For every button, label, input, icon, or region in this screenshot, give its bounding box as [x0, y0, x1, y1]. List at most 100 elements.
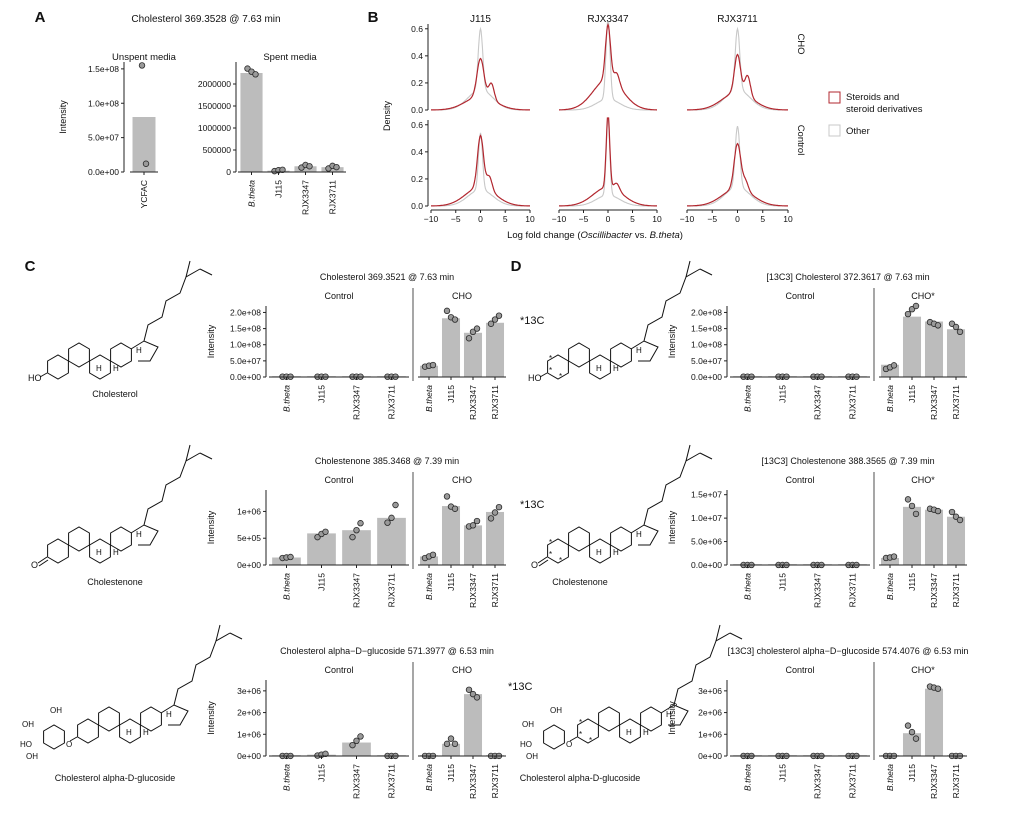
label-star: *: [589, 736, 592, 745]
legend-label-other: Other: [846, 126, 870, 137]
density-col-label-RJX3711: RJX3711: [717, 14, 758, 25]
label-star: *: [559, 556, 562, 565]
facet-label-CHO*: CHO*: [911, 475, 935, 485]
facet-strip: [267, 472, 411, 488]
ring: [130, 524, 159, 546]
legend-swatch-steroid: [828, 91, 841, 104]
plot-c1-treated-point-RJX3347: [473, 517, 481, 525]
density-row-label-Control: Control: [795, 125, 806, 156]
unspent-ytick-label: 1.0e+08: [88, 98, 119, 108]
plot-c2-ylabel: Intensity: [206, 701, 216, 735]
density-ytick-label: 0.2: [411, 78, 423, 88]
facet-label-Control: Control: [324, 475, 353, 485]
spent-xlabel-RJX3347: RJX3347: [301, 180, 311, 215]
plot-c1-control-xlabel-J115: J115: [317, 573, 327, 591]
plot-d1-treated-point-J115: [912, 510, 920, 518]
label-star: *: [559, 372, 562, 381]
side-chain: [173, 632, 231, 706]
plot-d1-ytick-label: 1.5e+07: [691, 490, 722, 500]
plot-c0-control-xlabel-RJX3347: RJX3347: [352, 385, 362, 420]
density-ylabel: Density: [382, 100, 392, 131]
facet-strip: [728, 472, 872, 488]
carbonyl: [38, 559, 49, 567]
atom-label: H: [666, 710, 672, 719]
plot-c2-treated-xlabel-B.theta: B.theta: [424, 764, 434, 791]
plot-d2-treated-xlabel-RJX3347: RJX3347: [929, 764, 939, 799]
plot-c1-ytick-label: 0e+00: [237, 560, 261, 570]
density-ytick-label: 0.6: [411, 120, 423, 130]
plot-c0-ytick-label: 1.0e+08: [230, 340, 261, 350]
plot-d1-treated-bar-J115: [902, 506, 922, 565]
plot-c2-control-bar-RJX3347: [342, 742, 371, 756]
plot-c0-ytick-label: 2.0e+08: [230, 307, 261, 317]
plot-c0-treated-point-B.theta: [429, 361, 437, 369]
facet-strip: [416, 662, 508, 678]
ring: [130, 340, 159, 362]
carbonyl: [537, 556, 548, 564]
side-chain: [685, 444, 691, 462]
plot-title-d0: [13C3] Cholesterol 372.3617 @ 7.63 min: [766, 272, 929, 282]
plot-c0-treated-bar-B.theta: [419, 365, 439, 377]
plot-d2-treated-xlabel-B.theta: B.theta: [885, 764, 895, 791]
unspent-xlabel-YCFAC: YCFAC: [139, 180, 149, 208]
plot-d2-ytick-label: 1e+06: [698, 729, 722, 739]
side-chain: [685, 260, 691, 278]
plot-c1-treated-point-RJX3347: [469, 522, 477, 529]
plot-c0-ytick-label: 5.0e+07: [230, 356, 261, 366]
atom-label: H: [166, 710, 172, 719]
label-star: *: [549, 366, 552, 375]
plot-c0-treated-point-RJX3347: [473, 325, 481, 332]
plot-c0-ylabel: Intensity: [206, 324, 216, 358]
plot-c0-control-xlabel-RJX3711: RJX3711: [387, 385, 397, 420]
structure-label-d2: Cholesterol alpha-D-glucoside: [520, 773, 641, 783]
side-chain: [185, 260, 191, 278]
plot-c1-control-point-RJX3347: [357, 520, 364, 527]
side-chain: [143, 452, 201, 526]
plot-d2-ytick-label: 0e+00: [698, 751, 722, 761]
plot-c0-treated-xlabel-J115: J115: [446, 385, 456, 403]
plot-d0-ytick-label: 1.5e+08: [691, 324, 722, 334]
plot-c2-treated-point-J115: [451, 740, 459, 748]
ring: [47, 354, 69, 380]
plot-d0-treated-point-J115: [904, 310, 912, 318]
side-chain: [185, 444, 191, 462]
plot-c2-ytick-label: 0e+00: [237, 751, 261, 761]
facet-label-Control: Control: [324, 291, 353, 301]
plot-c2-ytick-label: 3e+06: [237, 686, 261, 696]
facet-strip: [877, 288, 969, 304]
ring: [98, 706, 120, 732]
density-xtick-label: 5: [630, 214, 635, 224]
ring: [598, 706, 620, 732]
spent-bar-RJX3711: [321, 167, 344, 172]
label-13c-0: *13C: [520, 315, 545, 327]
unspent-ytick-label: 5.0e+07: [88, 133, 119, 143]
ring: [630, 524, 659, 546]
plot-d1-treated-point-B.theta: [890, 553, 898, 560]
density-xlabel-part: B.theta: [650, 230, 680, 241]
plot-d0-ylabel: Intensity: [667, 324, 677, 358]
density-xtick-label: 10: [525, 214, 535, 224]
atom-label: HO: [28, 373, 42, 383]
plot-title-c2: Cholesterol alpha−D−glucoside 571.3977 @…: [280, 646, 494, 656]
plot-d1-treated-point-RJX3711: [952, 513, 960, 520]
plot-d0-treated-point-RJX3347: [934, 322, 942, 329]
plot-c1-control-xlabel-RJX3711: RJX3711: [387, 573, 397, 608]
plot-d2-control-xlabel-B.theta: B.theta: [743, 764, 753, 791]
plot-d1-control-xlabel-B.theta: B.theta: [743, 573, 753, 600]
plot-c0-treated-xlabel-RJX3347: RJX3347: [468, 385, 478, 420]
atom-label: H: [626, 728, 632, 737]
density-col-label-RJX3347: RJX3347: [587, 14, 629, 25]
plot-c1-control-bar-RJX3347: [342, 530, 371, 565]
atom-label: O: [531, 560, 538, 570]
plot-c1-treated-point-RJX3711: [487, 515, 495, 522]
facet-label-Control: Control: [324, 665, 353, 675]
density-xtick-label: 0: [735, 214, 740, 224]
plot-d2-treated-point-J115: [912, 735, 920, 742]
plot-d2-treated-point-RJX3347: [934, 685, 942, 692]
plot-c1-control-bar-J115: [307, 533, 336, 565]
atom-label: OH: [26, 752, 38, 761]
density-curve-steroid: [687, 53, 788, 111]
density-xtick-label: 10: [652, 214, 662, 224]
panel-letter-a: A: [35, 9, 46, 26]
plot-c1-control-bar-RJX3711: [377, 517, 406, 565]
